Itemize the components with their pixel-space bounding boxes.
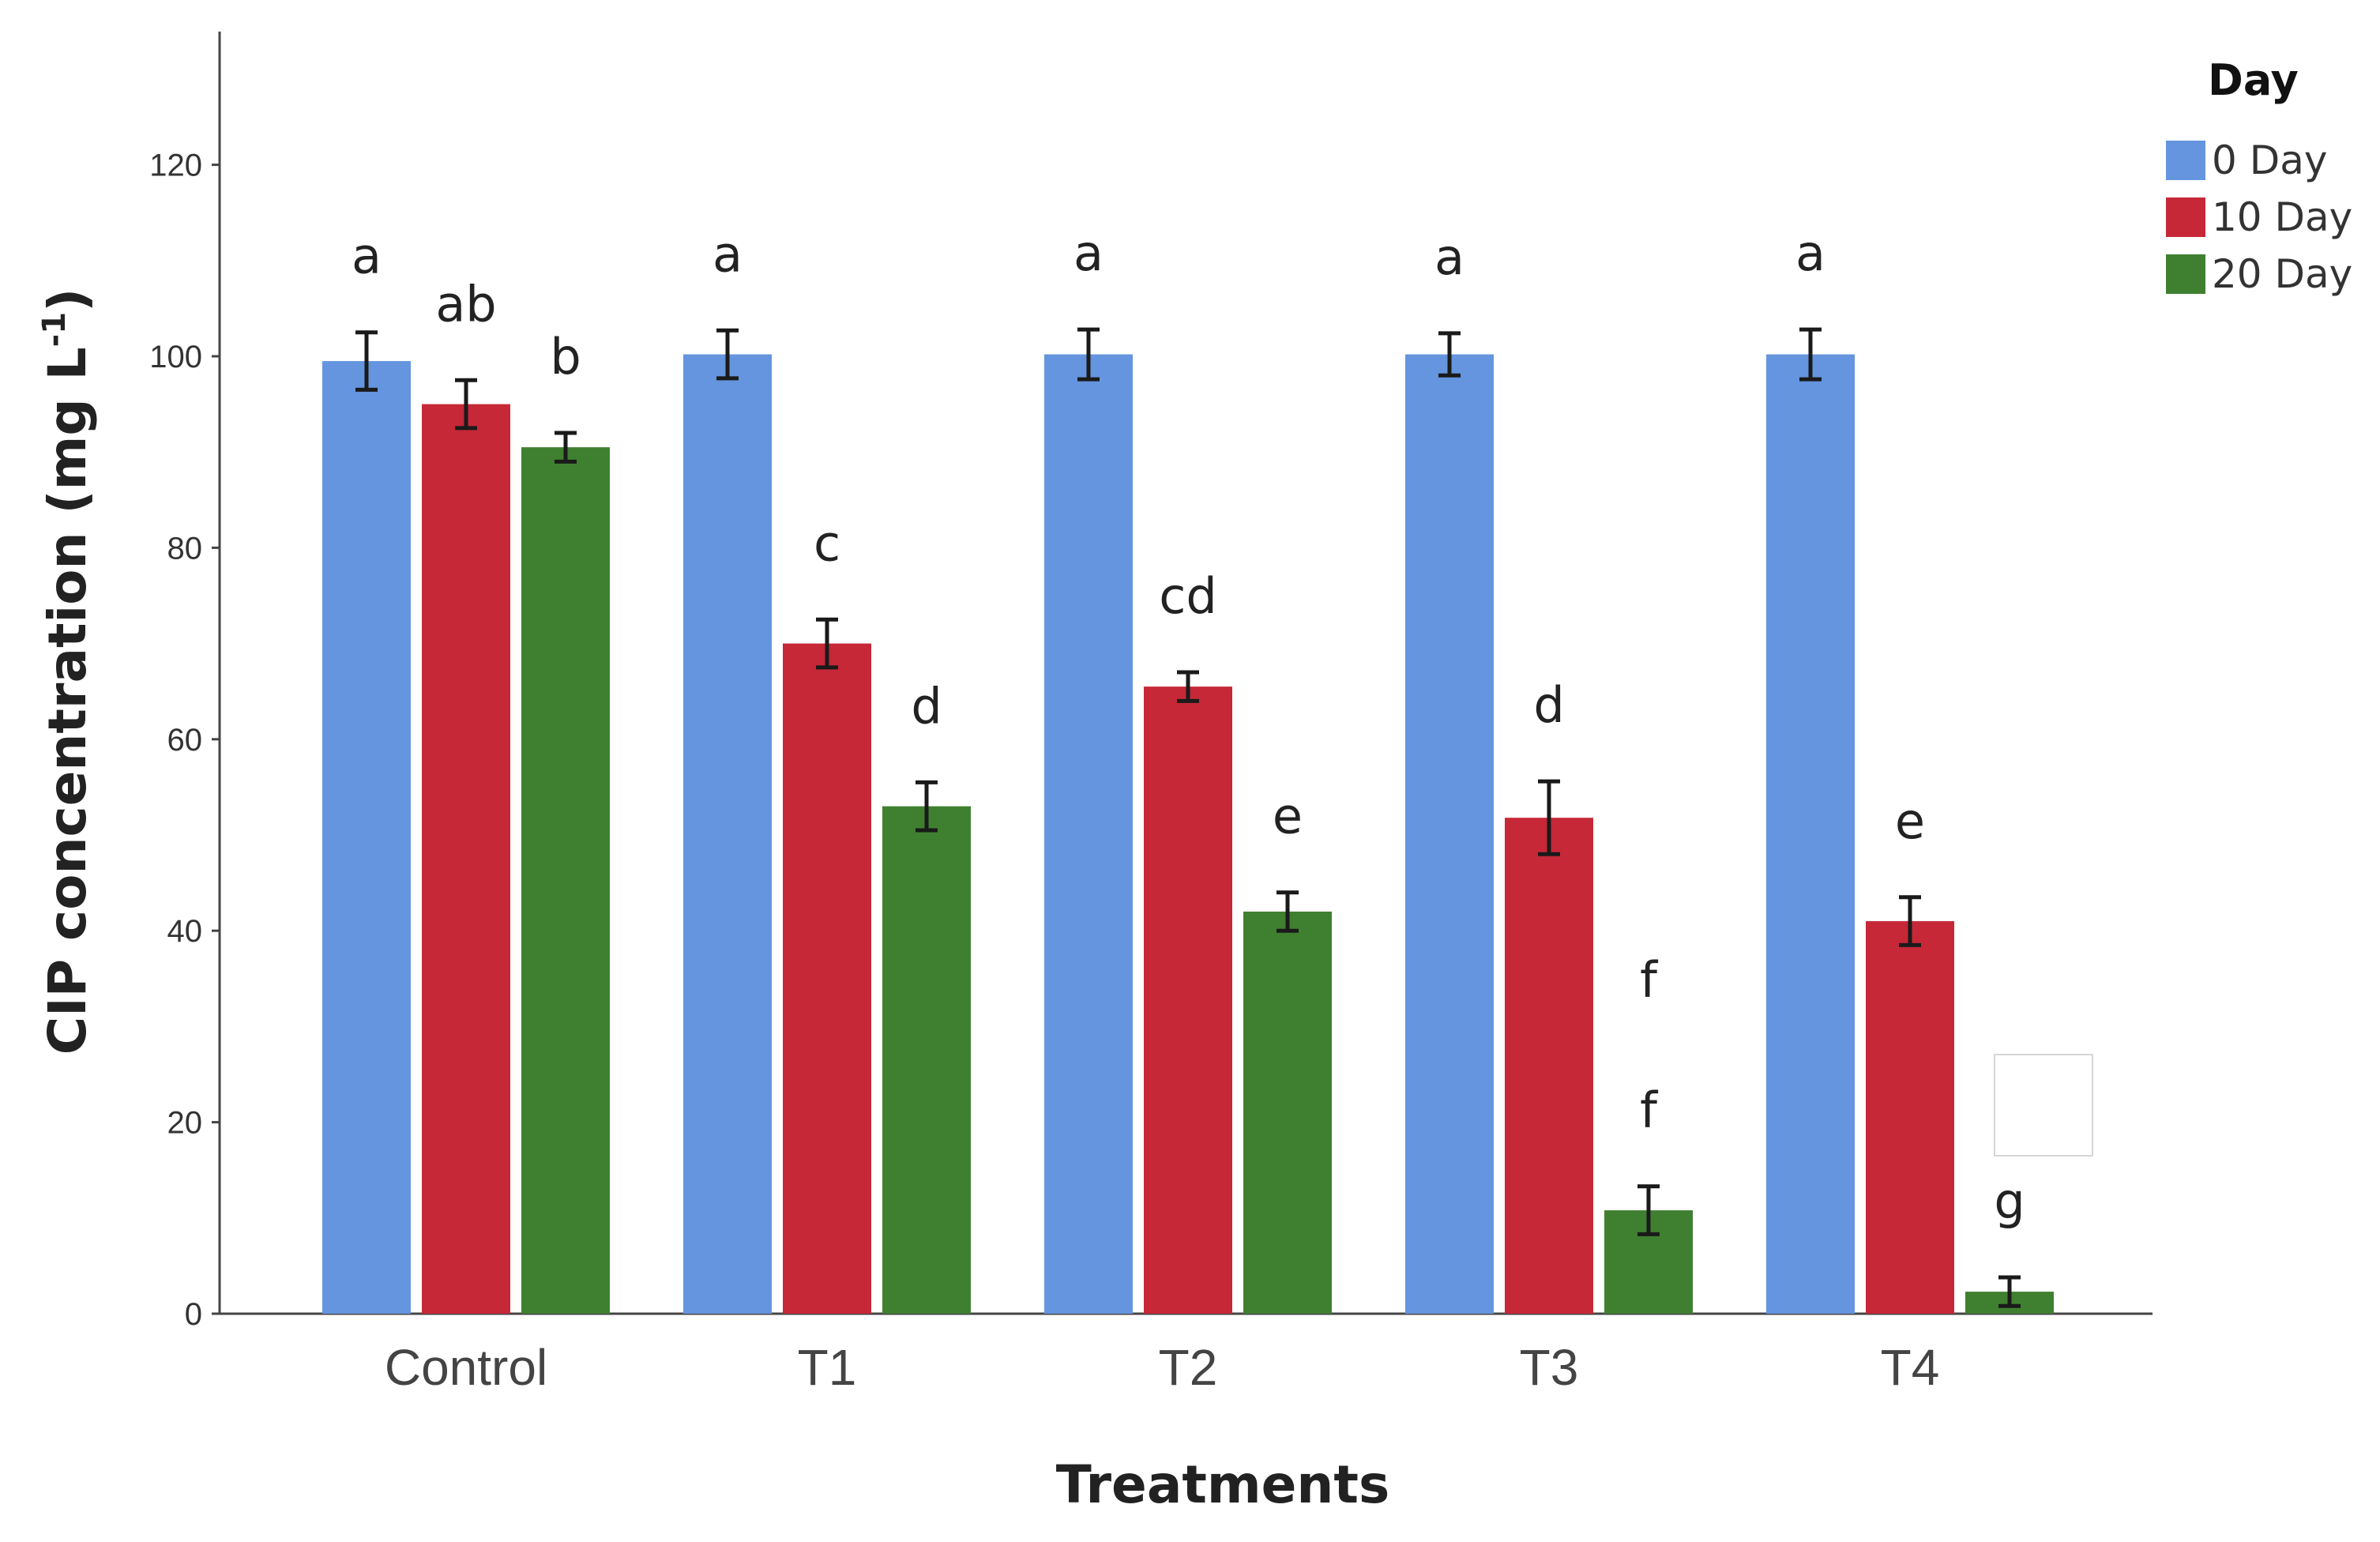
significance-label: c bbox=[814, 514, 840, 572]
significance-label: a bbox=[1073, 224, 1104, 282]
y-axis-title-close: ) bbox=[37, 288, 98, 312]
legend-swatch bbox=[2166, 254, 2205, 294]
significance-label: d bbox=[1533, 676, 1564, 734]
bar-0-day-t2 bbox=[1044, 354, 1133, 1314]
bar-0-day-t1 bbox=[683, 354, 772, 1314]
significance-label: e bbox=[1273, 788, 1303, 845]
bar-0-day-t3 bbox=[1405, 354, 1494, 1314]
bar-20-day-t1 bbox=[882, 806, 971, 1314]
significance-label: f bbox=[1640, 1081, 1659, 1139]
empty-annotation-box bbox=[1994, 1054, 2093, 1156]
y-tick-label: 40 bbox=[167, 914, 203, 949]
significance-label: cd bbox=[1159, 567, 1216, 625]
significance-label: ab bbox=[435, 275, 496, 333]
bar-20-day-control bbox=[521, 447, 610, 1314]
legend-title: Day bbox=[2208, 55, 2299, 105]
y-axis-title-superscript: -1 bbox=[36, 312, 73, 347]
y-tick-label: 120 bbox=[149, 149, 202, 183]
legend-swatch bbox=[2166, 141, 2205, 180]
x-category-label: T4 bbox=[1881, 1339, 1940, 1396]
error-bars-group bbox=[355, 327, 2021, 1308]
bar-20-day-t2 bbox=[1243, 911, 1332, 1314]
y-tick-label: 60 bbox=[167, 723, 203, 758]
legend: Day 0 Day 10 Day 20 Day bbox=[2166, 55, 2352, 297]
y-axis-title-main: CIP concentration (mg L bbox=[37, 347, 98, 1055]
bar-0-day-control bbox=[322, 361, 411, 1314]
y-tick-label: 80 bbox=[167, 531, 203, 566]
y-tick-label: 0 bbox=[185, 1297, 202, 1332]
x-category-label: Control bbox=[385, 1339, 547, 1396]
bar-10-day-t2 bbox=[1144, 686, 1232, 1314]
significance-label: a bbox=[712, 225, 743, 283]
significance-label: a bbox=[1434, 228, 1464, 286]
significance-label-extra: f bbox=[1640, 951, 1659, 1009]
x-axis-title: Treatments bbox=[1056, 1454, 1390, 1515]
bar-10-day-t1 bbox=[783, 643, 871, 1314]
significance-label: g bbox=[1994, 1172, 2025, 1230]
legend-label: 10 Day bbox=[2212, 194, 2352, 240]
y-ticks-group: 0 20 40 60 80 100 120 bbox=[149, 149, 220, 1332]
significance-label: e bbox=[1895, 792, 1925, 850]
legend-label: 20 Day bbox=[2212, 251, 2352, 297]
y-tick-label: 100 bbox=[149, 340, 202, 374]
y-axis-title: CIP concentration (mg L-1) bbox=[36, 288, 98, 1055]
x-category-label: T1 bbox=[798, 1339, 857, 1396]
significance-label: a bbox=[352, 228, 382, 285]
significance-label: b bbox=[550, 328, 581, 386]
bar-10-day-t4 bbox=[1866, 921, 1954, 1314]
x-category-label: T2 bbox=[1159, 1339, 1218, 1396]
significance-label: a bbox=[1795, 224, 1825, 282]
legend-swatch bbox=[2166, 197, 2205, 237]
y-tick-label: 20 bbox=[167, 1106, 203, 1141]
bar-10-day-control bbox=[422, 404, 510, 1314]
bar-0-day-t4 bbox=[1766, 354, 1855, 1314]
x-category-label: T3 bbox=[1520, 1339, 1579, 1396]
significance-label: d bbox=[911, 677, 942, 735]
bars-group bbox=[322, 354, 2054, 1314]
legend-label: 0 Day bbox=[2212, 137, 2327, 183]
category-labels-group: Control T1 T2 T3 T4 bbox=[385, 1339, 1940, 1396]
bar-10-day-t3 bbox=[1505, 818, 1593, 1314]
